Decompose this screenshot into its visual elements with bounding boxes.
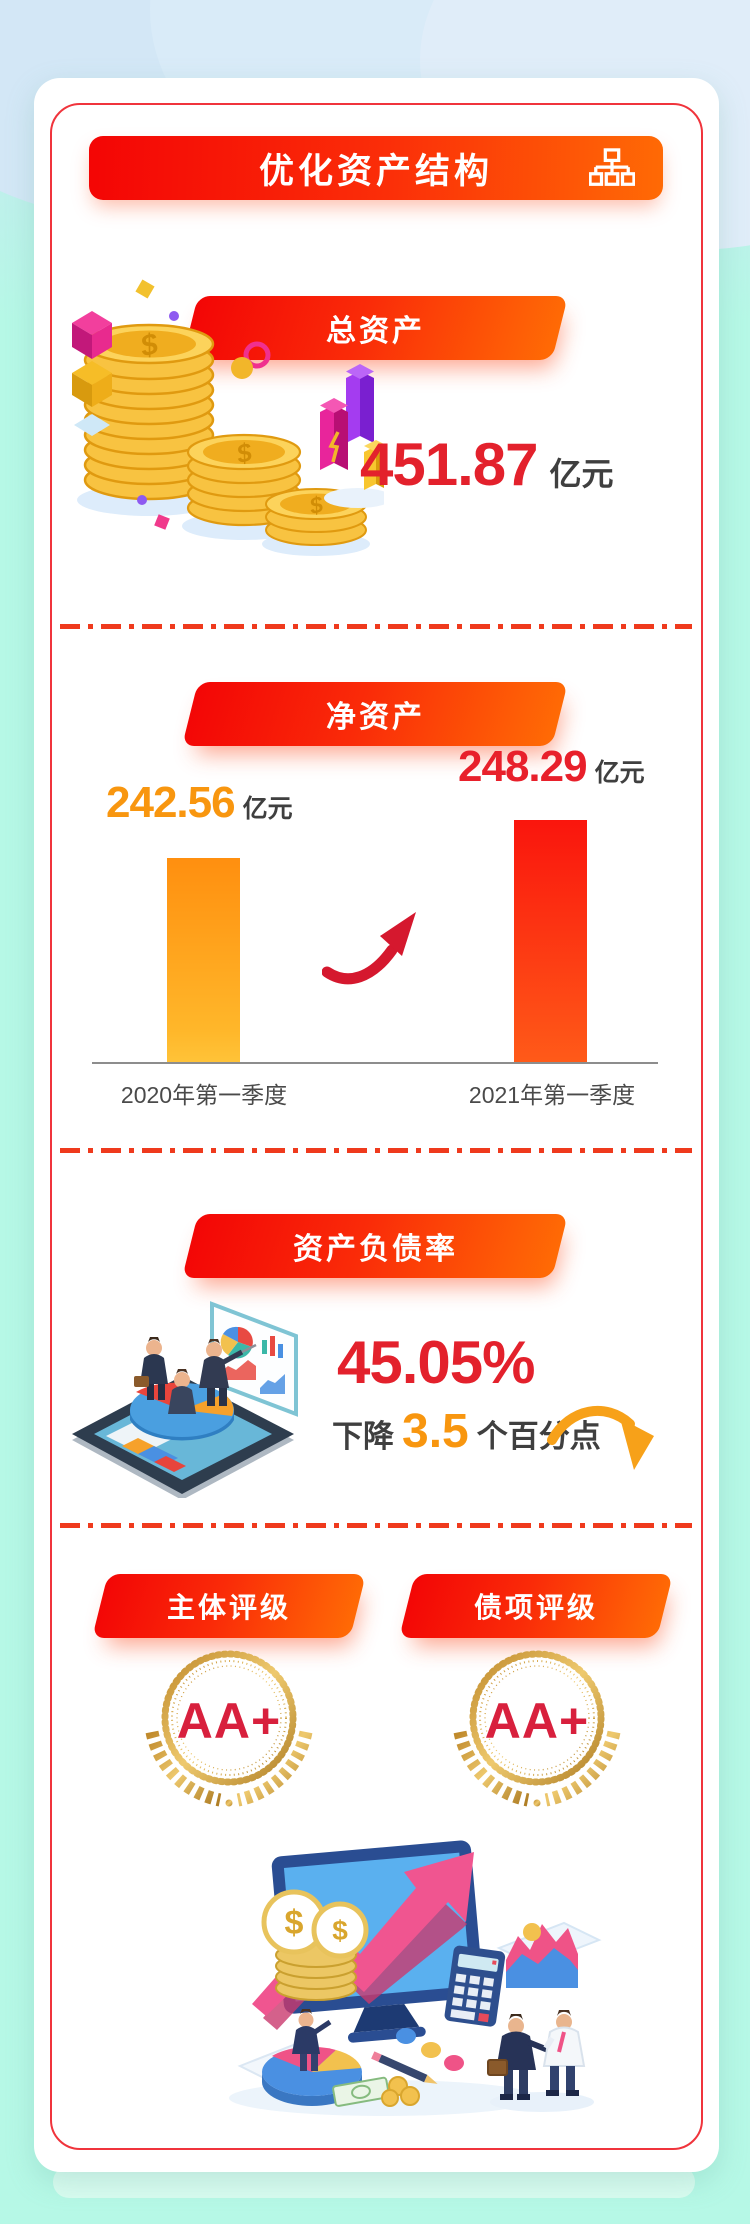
x-axis-line	[92, 1062, 658, 1064]
tick-label-2020: 2020年第一季度	[120, 1082, 288, 1108]
column-magenta	[320, 398, 348, 470]
debt-rating-laurel-badge: AA+	[442, 1648, 632, 1816]
calculator	[444, 1945, 506, 2027]
bar-2020-q1	[167, 858, 240, 1062]
content-card: 优化资产结构 总资产	[34, 78, 719, 2172]
bar-label-2021: 248.29 亿元	[458, 742, 645, 791]
total-assets-value: 451.87 亿元	[360, 430, 614, 499]
finance-growth-illustration: $ $	[229, 1840, 602, 2116]
section-title: 债项评级	[473, 1592, 598, 1623]
down-trend-arrow-icon	[547, 1406, 654, 1470]
laurel-wreath-icon	[453, 1650, 621, 1807]
change-suffix: 个百分点	[476, 1419, 601, 1454]
section-title: 主体评级	[166, 1592, 291, 1623]
laurel-wreath-icon	[145, 1650, 313, 1807]
section-ribbon-entity-rating: 主体评级	[92, 1574, 366, 1638]
gold-coins-illustration: $ $ $	[72, 279, 384, 556]
section-ribbon-net-assets: 净资产	[182, 682, 568, 746]
svg-text:$: $	[285, 1904, 304, 1942]
businessman-figure	[134, 1337, 168, 1400]
bar-2021-q1	[514, 820, 587, 1062]
entity-rating-laurel-badge: AA+	[134, 1648, 324, 1816]
column-gold	[364, 440, 384, 490]
header-banner: 优化资产结构	[89, 136, 663, 200]
total-assets-number: 451.87	[360, 431, 539, 498]
total-assets-unit: 亿元	[549, 456, 614, 492]
debt-ratio-value: 45.05%	[337, 1329, 535, 1396]
dashed-divider	[60, 624, 692, 629]
section-title: 净资产	[325, 701, 425, 734]
entity-rating-grade: AA+	[176, 1693, 282, 1749]
cube-gold	[72, 361, 112, 407]
businessman-figure	[168, 1369, 196, 1414]
pencil	[371, 2051, 438, 2084]
column-purple	[346, 364, 374, 443]
section-ribbon-debt-ratio: 资产负债率	[182, 1214, 568, 1278]
dashed-divider	[60, 1523, 692, 1528]
svg-text:$: $	[306, 491, 325, 519]
org-chart-icon	[589, 148, 635, 186]
page-title: 优化资产结构	[258, 151, 493, 191]
cube-pink	[72, 311, 112, 359]
tick-label-2021: 2021年第一季度	[468, 1082, 636, 1108]
bar-label-2020: 242.56 亿元	[106, 778, 293, 827]
section-ribbon-debt-rating: 债项评级	[399, 1574, 673, 1638]
svg-text:$: $	[332, 1915, 348, 1946]
presentation-illustration	[72, 1301, 298, 1498]
presenter-figure	[199, 1339, 257, 1406]
svg-text:$: $	[233, 437, 255, 470]
handshake-figures	[487, 2010, 586, 2100]
pointing-figure	[292, 2009, 332, 2071]
change-prefix: 下降	[332, 1419, 394, 1454]
spark-decoration	[328, 431, 340, 463]
debt-ratio-change: 下降 3.5 个百分点	[332, 1404, 601, 1459]
section-title: 资产负债率	[292, 1233, 458, 1266]
up-trend-arrow-icon	[322, 912, 416, 985]
debt-rating-grade: AA+	[484, 1693, 590, 1749]
dashed-divider	[60, 1148, 692, 1153]
change-number: 3.5	[402, 1405, 469, 1458]
